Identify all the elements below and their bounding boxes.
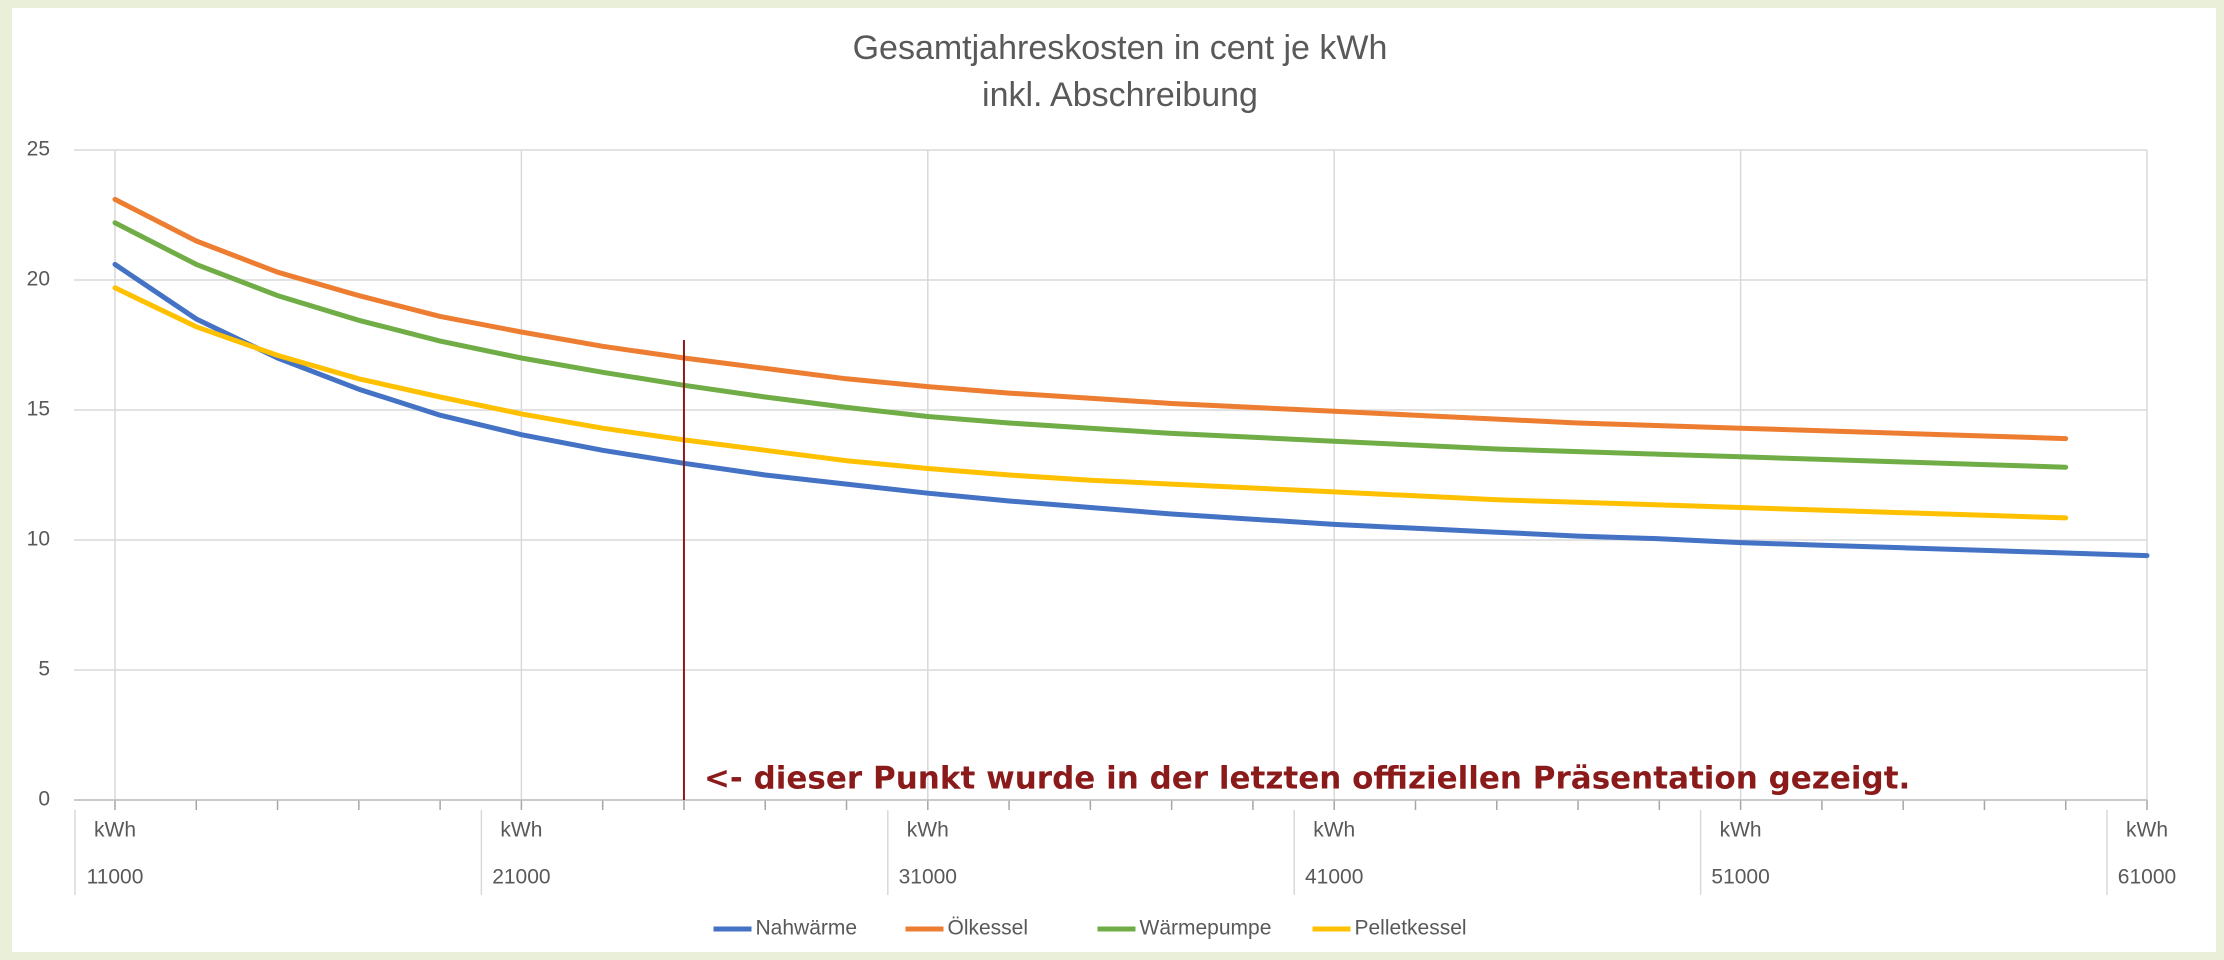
x-tick-label: 41000: [1305, 866, 1363, 889]
annotation-text: <- dieser Punkt wurde in der letzten off…: [704, 761, 1910, 797]
x-tick-label: 11000: [87, 866, 144, 889]
x-tick-label: 61000: [2118, 866, 2176, 889]
x-tick-unit: kWh: [1720, 819, 1762, 842]
y-tick-label: 0: [38, 788, 50, 811]
legend-label: Nahwärme: [756, 917, 858, 940]
y-tick-label: 25: [27, 138, 50, 161]
x-tick-unit: kWh: [94, 819, 136, 842]
y-tick-label: 15: [27, 398, 50, 421]
legend-label: Wärmepumpe: [1140, 917, 1272, 940]
x-tick-unit: kWh: [500, 819, 542, 842]
x-tick-unit: kWh: [2126, 819, 2168, 842]
x-tick-label: 51000: [1711, 866, 1769, 889]
x-tick-unit: kWh: [1313, 819, 1355, 842]
y-tick-label: 20: [27, 268, 50, 291]
y-tick-label: 5: [38, 658, 50, 681]
x-tick-label: 21000: [492, 866, 550, 889]
chart-subtitle: inkl. Abschreibung: [982, 76, 1258, 114]
chart-title: Gesamtjahreskosten in cent je kWh: [853, 29, 1388, 67]
series-line: [112, 285, 2069, 521]
x-tick-unit: kWh: [907, 819, 949, 842]
series-line: [112, 261, 2150, 559]
x-tick-label: 31000: [899, 866, 957, 889]
series-line: [112, 196, 2069, 442]
legend-label: Ölkessel: [948, 917, 1029, 940]
legend-label: Pelletkessel: [1355, 917, 1467, 940]
y-tick-label: 10: [27, 528, 50, 551]
series-line: [112, 220, 2069, 470]
